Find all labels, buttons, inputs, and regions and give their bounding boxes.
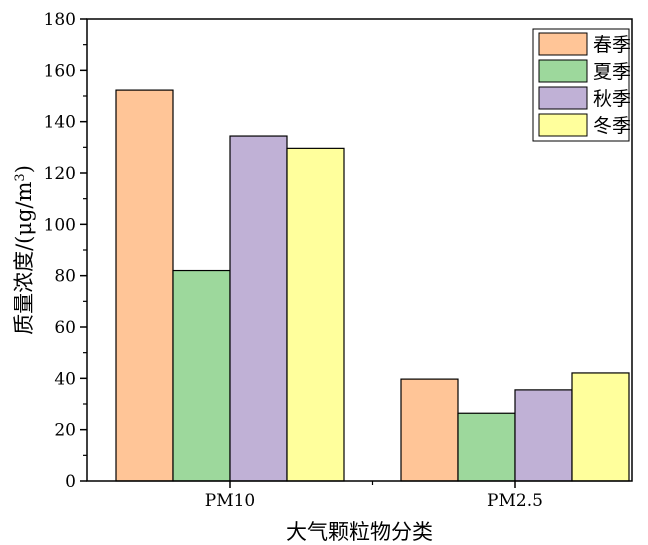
- x-axis-ticks: PM10 PM2.5: [205, 481, 543, 511]
- legend-swatch: [538, 113, 588, 137]
- y-tick-label: 20: [54, 421, 76, 441]
- legend-swatch: [538, 86, 588, 110]
- y-tick-label: 120: [44, 164, 76, 184]
- y-axis-label-main: 质量浓度/(μg/m: [12, 181, 36, 334]
- y-tick-label: 40: [54, 369, 76, 389]
- y-tick-label: 140: [44, 113, 76, 133]
- y-tick-label: 80: [54, 267, 76, 287]
- bar: [172, 269, 231, 482]
- y-axis-label-superscript: 3: [13, 173, 28, 181]
- x-axis-label: 大气颗粒物分类: [286, 520, 433, 544]
- legend-label: 夏季: [593, 61, 631, 83]
- y-axis-ticks: 0 20 40 60 80 100 120 140 160 180: [44, 10, 87, 492]
- y-tick-label: 180: [44, 10, 76, 30]
- bar: [286, 147, 345, 482]
- legend-swatch: [538, 59, 588, 83]
- legend-label: 冬季: [593, 115, 631, 137]
- bar: [229, 135, 288, 482]
- y-tick-label: 0: [65, 472, 76, 492]
- y-tick-label: 100: [44, 215, 76, 235]
- bar: [457, 412, 516, 482]
- bar: [115, 89, 174, 482]
- x-tick-label: PM2.5: [487, 491, 543, 511]
- bar: [400, 378, 459, 482]
- legend-label: 春季: [593, 34, 631, 56]
- y-axis-label: 质量浓度/(μg/m3): [12, 165, 36, 335]
- bars-layer: [115, 89, 630, 482]
- legend-label: 秋季: [593, 88, 631, 110]
- bar: [514, 389, 573, 482]
- y-tick-label: 160: [44, 61, 76, 81]
- plot-frame: [86, 18, 633, 482]
- y-tick-label: 60: [54, 318, 76, 338]
- bar: [571, 372, 630, 482]
- x-tick-label: PM10: [205, 491, 255, 511]
- legend-swatch: [538, 32, 588, 56]
- y-axis-label-tail: ): [12, 165, 36, 173]
